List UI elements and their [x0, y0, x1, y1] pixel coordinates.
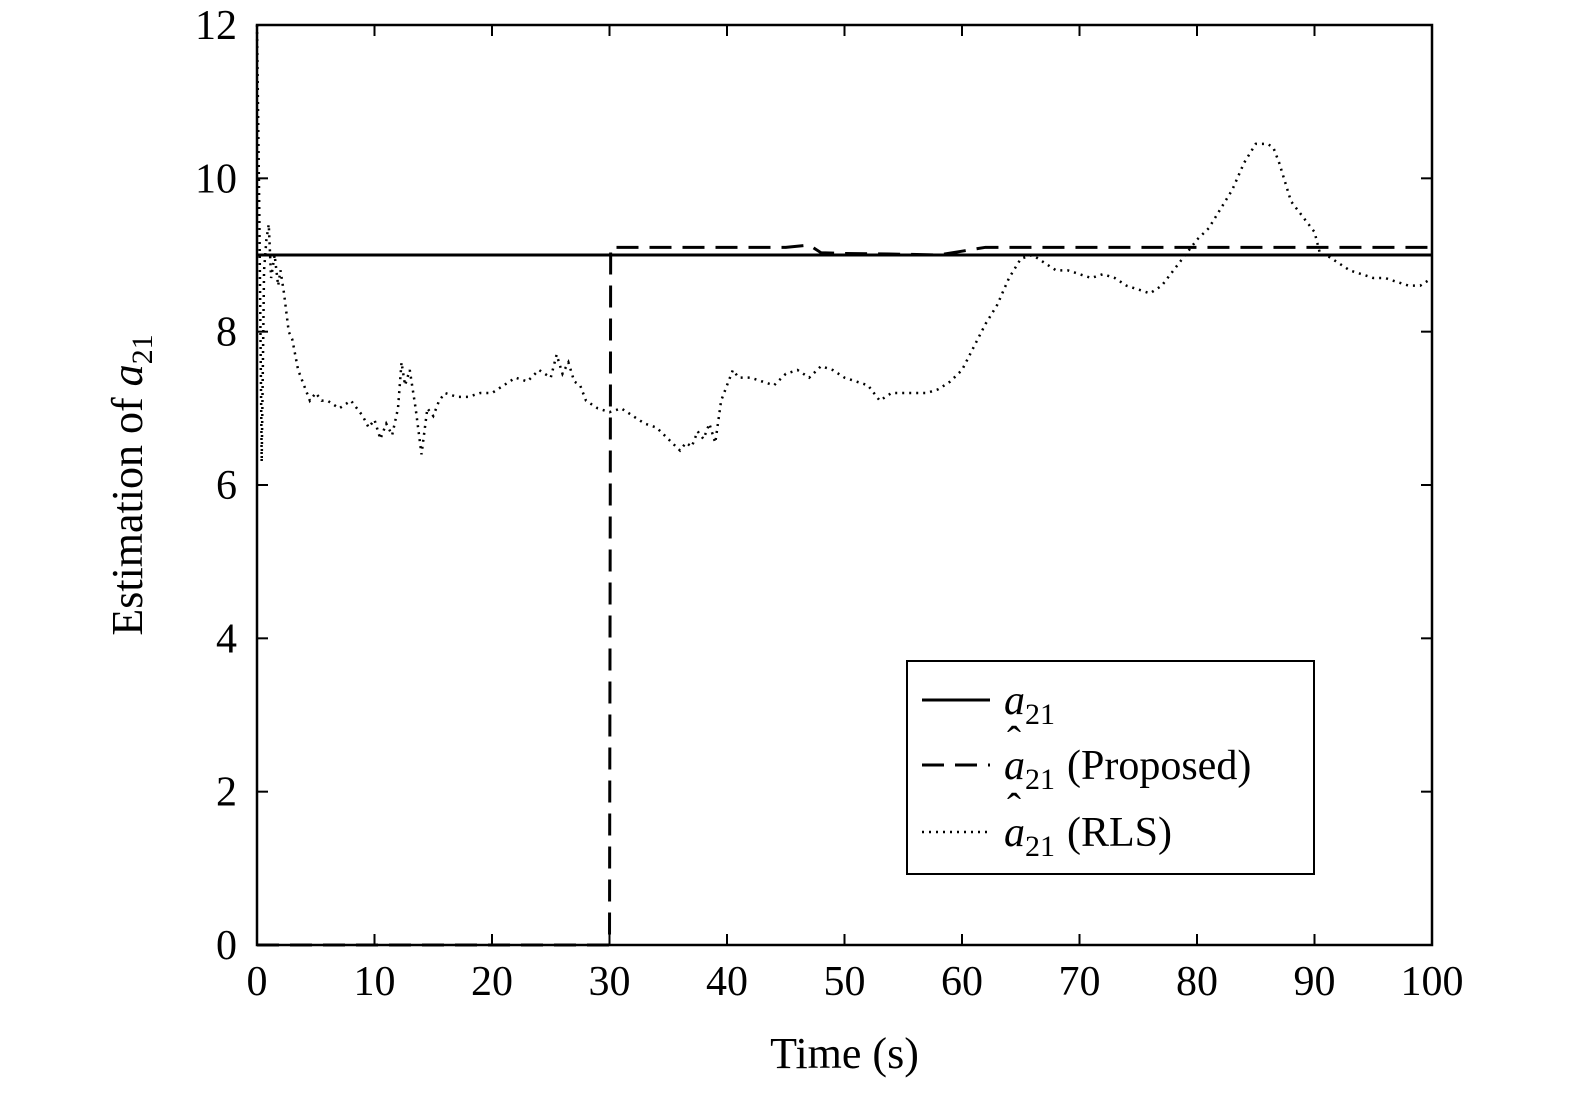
x-tick-label: 50 [824, 959, 866, 1005]
legend-label-2: a21 (Proposed) [1004, 743, 1251, 796]
y-tick-label: 8 [216, 310, 237, 356]
legend-hat-3: ˆ [1007, 786, 1021, 832]
y-tick-label: 12 [195, 3, 237, 49]
x-tick-label: 0 [247, 959, 268, 1005]
x-tick-label: 90 [1294, 959, 1336, 1005]
y-tick-label: 2 [216, 770, 237, 816]
y-axis-label: Estimation of a21 [103, 334, 159, 635]
x-tick-label: 70 [1059, 959, 1101, 1005]
x-tick-label: 20 [471, 959, 513, 1005]
legend-label-1: a21 [1004, 678, 1055, 731]
x-tick-label: 60 [941, 959, 983, 1005]
y-tick-label: 0 [216, 923, 237, 969]
legend-hat-2: ˆ [1007, 719, 1021, 765]
tick-layer: 0 10 20 30 40 50 60 70 80 90 100 0 2 4 6 8 10 12 [195, 3, 1464, 1005]
y-axis-label-text: Estimation of [103, 386, 152, 635]
series-layer [255, 24, 1433, 947]
y-tick-label: 10 [195, 156, 237, 202]
x-axis-label: Time (s) [770, 1029, 919, 1078]
y-tick-label: 4 [216, 616, 237, 662]
series-line-2-dashed [257, 243, 1432, 947]
x-tick-label: 10 [354, 959, 396, 1005]
legend-label-3: a21 (RLS) [1004, 810, 1172, 863]
x-tick-label: 40 [706, 959, 748, 1005]
x-tick-label: 80 [1176, 959, 1218, 1005]
y-axis-label-subscript: 21 [126, 334, 159, 364]
y-tick-label: 6 [216, 463, 237, 509]
y-axis-label-symbol: a [103, 364, 152, 386]
x-tick-label: 30 [589, 959, 631, 1005]
legend-box [906, 660, 1315, 875]
x-tick-label: 100 [1401, 959, 1464, 1005]
